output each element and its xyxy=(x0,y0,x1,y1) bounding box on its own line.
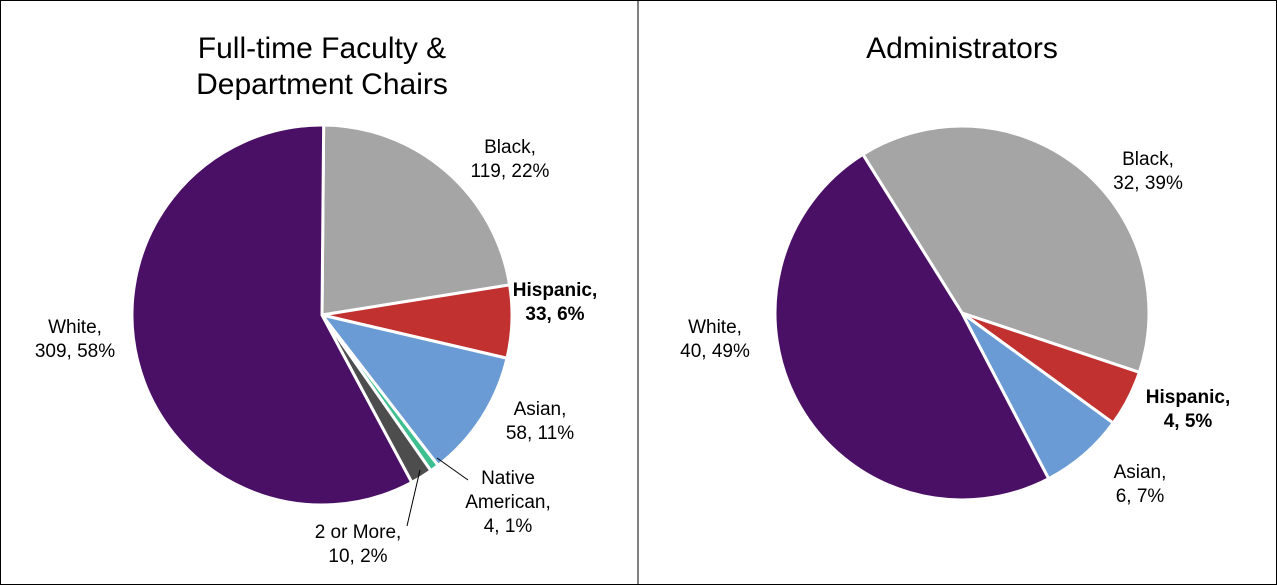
pie-slice xyxy=(130,123,414,507)
data-label: Asian, xyxy=(1114,462,1167,483)
data-label: 4, 5% xyxy=(1164,411,1213,432)
data-label: 40, 49% xyxy=(680,341,750,362)
data-label: 119, 22% xyxy=(471,161,550,182)
data-label: 10, 2% xyxy=(328,546,387,567)
data-label: American, xyxy=(465,492,551,513)
pie-slice xyxy=(318,312,509,468)
chart-title: Administrators xyxy=(866,32,1058,65)
leader-line xyxy=(436,457,469,481)
data-label: Native xyxy=(481,468,535,489)
data-label: Hispanic, xyxy=(513,280,597,301)
data-label: 32, 39% xyxy=(1113,173,1183,194)
data-label: Asian, xyxy=(514,399,567,420)
pie-slice xyxy=(860,124,1151,375)
chart-title: Full-time Faculty & xyxy=(198,32,446,65)
data-label: 4, 1% xyxy=(484,516,533,537)
pie-slice xyxy=(320,123,512,317)
data-label: 2 or More, xyxy=(315,522,402,543)
leader-line xyxy=(406,469,421,527)
data-label: White, xyxy=(48,317,102,338)
data-label: Black, xyxy=(484,137,536,158)
data-label: 33, 6% xyxy=(525,304,584,325)
data-label: Black, xyxy=(1122,149,1174,170)
data-label: Hispanic, xyxy=(1146,387,1230,408)
pie-slice xyxy=(773,152,1051,502)
data-label: 58, 11% xyxy=(506,423,574,444)
chart-title: Department Chairs xyxy=(196,68,448,101)
data-label: 309, 58% xyxy=(35,341,115,362)
data-label: White, xyxy=(688,317,742,338)
data-label: 6, 7% xyxy=(1116,486,1165,507)
